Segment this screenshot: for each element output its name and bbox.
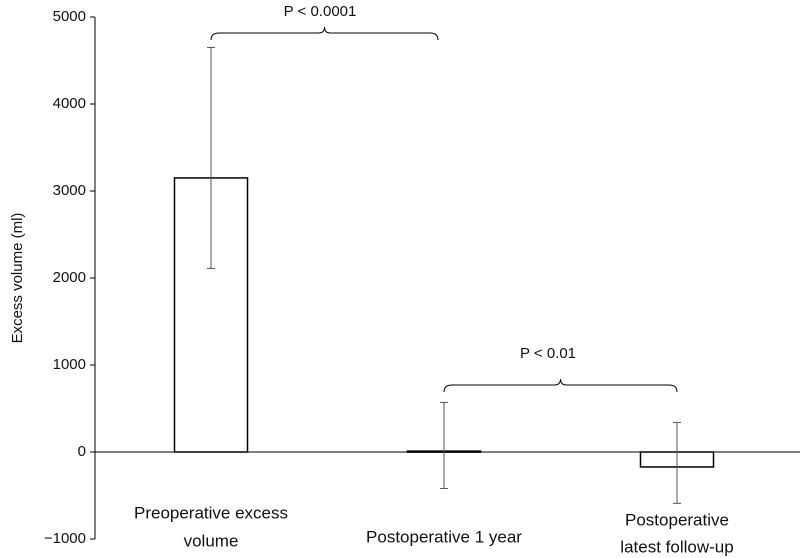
x-tick-label: Preoperative excess	[134, 503, 288, 522]
y-tick-label: 4000	[53, 95, 86, 112]
annotation: P < 0.01	[520, 345, 576, 362]
y-tick-label: 3000	[53, 182, 86, 199]
significance-bracket	[210, 26, 439, 41]
annotation: P < 0.0001	[284, 3, 357, 20]
y-tick-label: −1000	[44, 530, 86, 547]
x-tick-label: volume	[184, 531, 239, 550]
y-axis-label: Excess volume (ml)	[9, 213, 26, 344]
y-tick-label: 2000	[53, 269, 86, 286]
y-tick-label: 0	[78, 443, 86, 460]
y-tick-label: 1000	[53, 356, 86, 373]
x-tick-label: Postoperative	[625, 510, 729, 529]
x-tick-label: Postoperative 1 year	[366, 527, 522, 546]
y-tick-label: 5000	[53, 8, 86, 25]
significance-bracket	[443, 378, 678, 393]
x-tick-label: latest follow-up	[620, 537, 733, 556]
